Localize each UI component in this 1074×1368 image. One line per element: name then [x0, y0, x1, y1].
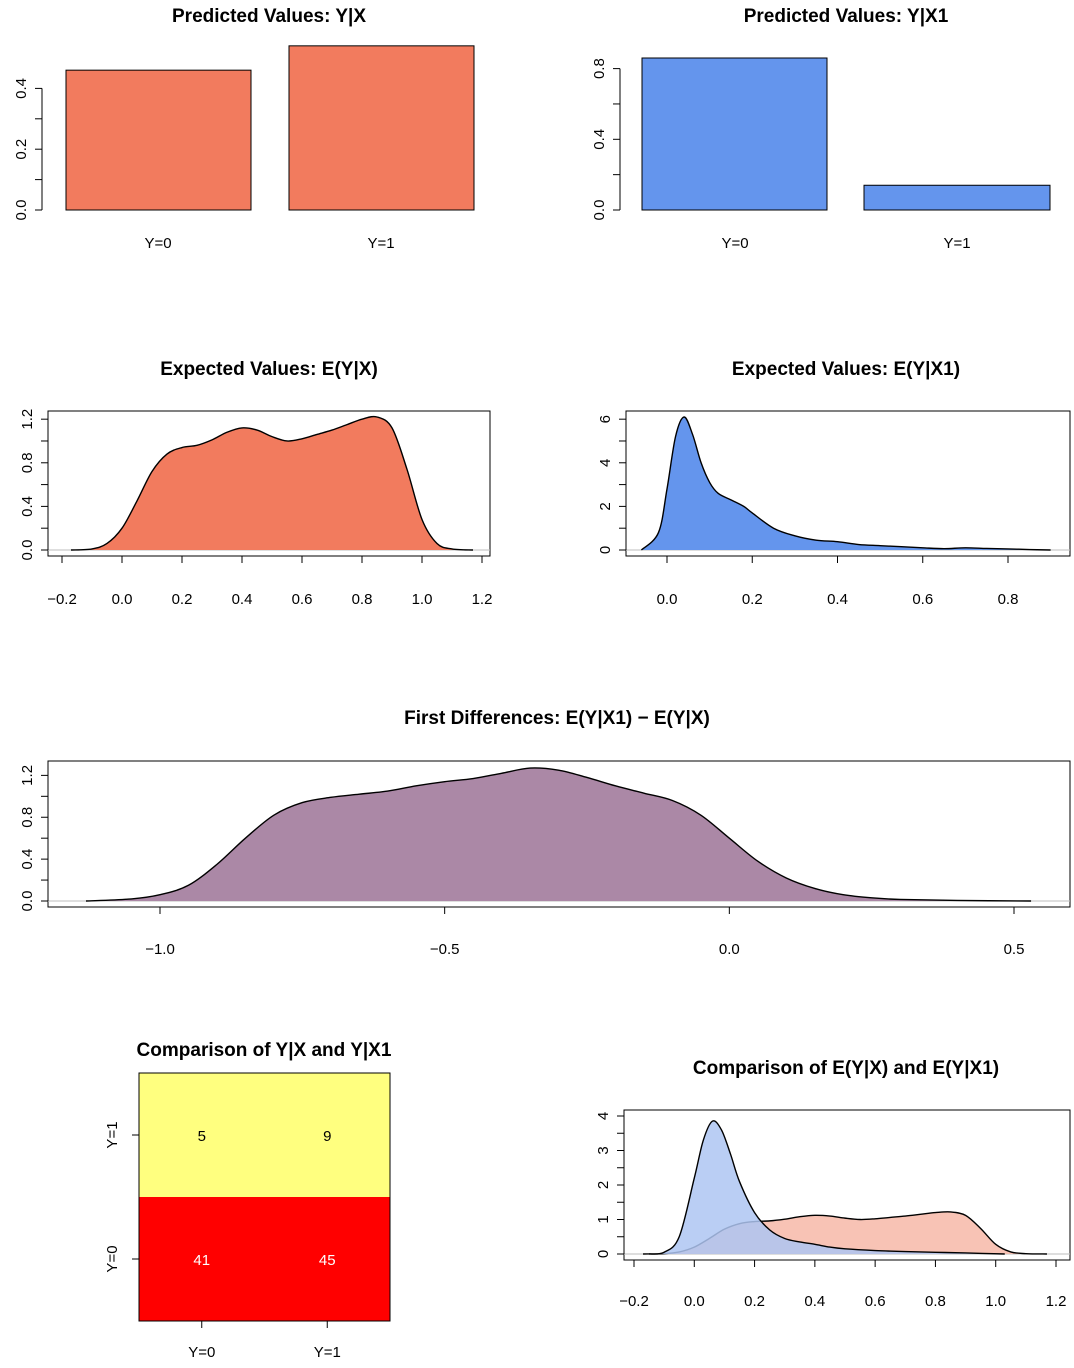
x-tick-label: 0.6 [292, 591, 313, 608]
x-tick-label: 0.8 [925, 1293, 946, 1310]
y-tick-label: 4 [597, 459, 614, 467]
density-fill [71, 416, 473, 550]
bar [65, 69, 252, 211]
y-tick-label: 0 [597, 546, 614, 554]
x-tick-label: 0.4 [827, 591, 848, 608]
y-tick-label: 0.2 [13, 139, 30, 160]
x-category-label: Y=0 [144, 235, 171, 252]
x-tick-label: 0.6 [865, 1293, 886, 1310]
y-tick-label: 0.8 [19, 807, 36, 828]
density-fill [85, 767, 1032, 901]
row-label: Y=1 [104, 1121, 121, 1148]
column-label: Y=0 [188, 1344, 215, 1361]
table-cell-value: 41 [193, 1252, 210, 1269]
x-tick-label: 0.0 [684, 1293, 705, 1310]
y-tick-label: 0.0 [591, 200, 608, 221]
x-category-label: Y=1 [367, 235, 394, 252]
x-tick-label: 1.2 [472, 591, 493, 608]
x-tick-label: 0.0 [719, 941, 740, 958]
y-tick-label: 0.4 [13, 78, 30, 99]
y-tick-label: 1.2 [19, 765, 36, 786]
chart-title: Predicted Values: Y|X1 [744, 6, 949, 27]
density-line [648, 1120, 1005, 1255]
x-tick-label: 1.0 [985, 1293, 1006, 1310]
y-tick-label: 0.4 [591, 129, 608, 150]
column-label: Y=1 [314, 1344, 341, 1361]
x-tick-label: 0.4 [232, 591, 253, 608]
y-tick-label: 2 [595, 1181, 612, 1189]
y-tick-label: 0.0 [19, 540, 36, 561]
x-tick-label: −0.2 [47, 591, 77, 608]
y-tick-label: 6 [597, 415, 614, 423]
bar [641, 57, 828, 211]
density-fill [641, 416, 1051, 550]
row-label: Y=0 [104, 1245, 121, 1272]
x-tick-label: 0.0 [657, 591, 678, 608]
y-tick-label: 0.8 [19, 452, 36, 473]
y-tick-label: 0.8 [591, 58, 608, 79]
x-tick-label: 0.2 [172, 591, 193, 608]
density-line [70, 415, 474, 551]
x-category-label: Y=1 [943, 235, 970, 252]
chart-title: Comparison of E(Y|X) and E(Y|X1) [693, 1058, 999, 1079]
x-tick-label: −1.0 [145, 941, 175, 958]
x-tick-label: 0.4 [804, 1293, 825, 1310]
y-tick-label: 0.0 [19, 891, 36, 912]
table-cell-value: 45 [319, 1252, 336, 1269]
chart-title: Expected Values: E(Y|X1) [732, 359, 960, 380]
y-tick-label: 1 [595, 1215, 612, 1223]
y-tick-label: 0 [595, 1250, 612, 1258]
chart-title: Predicted Values: Y|X [172, 6, 366, 27]
chart-title: Expected Values: E(Y|X) [160, 359, 378, 380]
x-tick-label: 0.0 [112, 591, 133, 608]
y-tick-label: 2 [597, 502, 614, 510]
table-row-band [139, 1197, 390, 1321]
density-line [85, 767, 1032, 902]
x-tick-label: 0.8 [998, 591, 1019, 608]
y-tick-label: 3 [595, 1146, 612, 1154]
x-tick-label: 0.2 [742, 591, 763, 608]
bar [288, 45, 475, 211]
x-tick-label: −0.2 [619, 1293, 649, 1310]
x-tick-label: 0.5 [1004, 941, 1025, 958]
x-tick-label: −0.5 [430, 941, 460, 958]
table-frame [138, 1072, 391, 1322]
x-category-label: Y=0 [721, 235, 748, 252]
table-cell-value: 5 [198, 1128, 206, 1145]
density-fill [649, 1120, 1005, 1255]
chart-title: First Differences: E(Y|X1) − E(Y|X) [404, 708, 710, 729]
table-row-band [139, 1073, 390, 1197]
x-tick-label: 0.8 [352, 591, 373, 608]
chart-title: Comparison of Y|X and Y|X1 [137, 1040, 392, 1061]
x-tick-label: 0.2 [744, 1293, 765, 1310]
y-tick-label: 1.2 [19, 409, 36, 430]
x-tick-label: 1.2 [1046, 1293, 1067, 1310]
bar [863, 184, 1051, 211]
y-tick-label: 0.0 [13, 200, 30, 221]
x-tick-label: 0.6 [912, 591, 933, 608]
table-cell-value: 9 [323, 1128, 331, 1145]
y-tick-label: 0.4 [19, 496, 36, 517]
y-tick-label: 4 [595, 1112, 612, 1120]
x-tick-label: 1.0 [412, 591, 433, 608]
y-tick-label: 0.4 [19, 849, 36, 870]
density-line [640, 416, 1051, 551]
